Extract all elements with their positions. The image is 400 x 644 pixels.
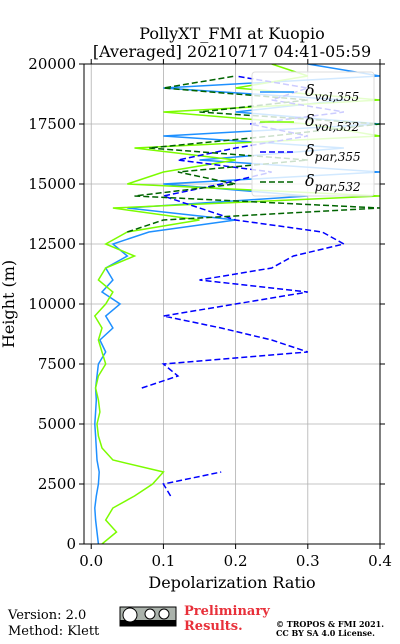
series-line: [93, 64, 380, 544]
y-tick-label: 17500: [28, 115, 76, 133]
chart-title: PollyXT_FMI at Kuopio: [139, 24, 325, 43]
legend-label: δvol,355: [305, 81, 359, 104]
y-tick-label: 10000: [28, 295, 76, 313]
y-tick-label: 2500: [38, 475, 76, 493]
y-tick-label: 20000: [28, 55, 76, 73]
cc-logo: [119, 606, 177, 627]
x-axis-label: Depolarization Ratio: [148, 573, 315, 592]
y-axis-label: Height (m): [0, 260, 18, 348]
chart-subtitle: [Averaged] 20210717 04:41-05:59: [93, 42, 371, 61]
y-tick-label: 0: [66, 535, 76, 553]
x-tick-label: 0.0: [79, 552, 103, 570]
legend-box: [251, 71, 375, 197]
x-tick-label: 0.2: [224, 552, 248, 570]
x-tick-label: 0.4: [368, 552, 392, 570]
legend-label: δpar,532: [305, 171, 361, 194]
legend-label: δvol,532: [305, 111, 359, 134]
x-tick-label: 0.1: [151, 552, 175, 570]
license: CC BY SA 4.0 License.: [276, 628, 375, 638]
series-line: [141, 75, 346, 497]
notice: Preliminary: [184, 604, 270, 619]
method: Method: Klett: [8, 624, 100, 639]
y-tick-label: 12500: [28, 235, 76, 253]
x-tick-label: 0.3: [296, 552, 320, 570]
y-tick-label: 5000: [38, 415, 76, 433]
legend-label: δpar,355: [305, 141, 361, 164]
notice: Results.: [184, 619, 243, 634]
license: © TROPOS & FMI 2021.: [276, 619, 384, 629]
legend: δvol,355 δvol,532 δpar,355 δpar,532: [251, 71, 375, 197]
y-tick-label: 15000: [28, 175, 76, 193]
y-tick-label: 7500: [38, 355, 76, 373]
version: Version: 2.0: [7, 608, 86, 623]
